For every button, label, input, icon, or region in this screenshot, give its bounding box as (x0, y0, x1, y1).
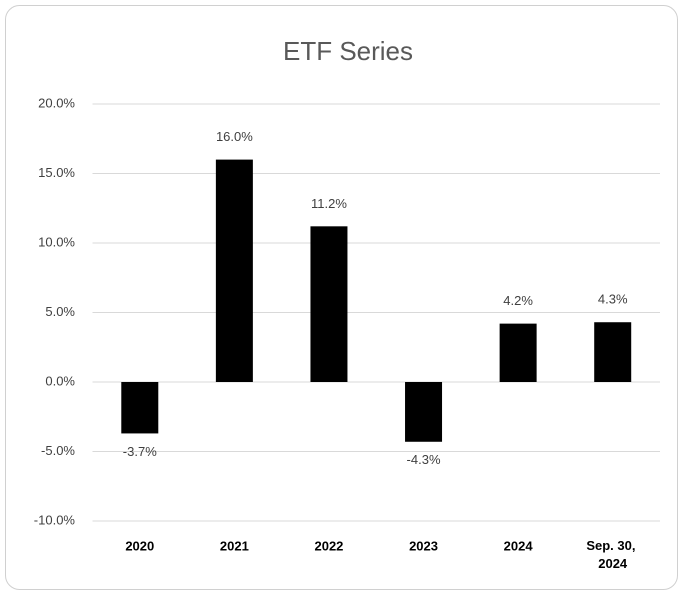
y-tick-label: 5.0% (45, 304, 75, 319)
y-tick-label: -10.0% (34, 512, 76, 527)
data-label: -3.7% (123, 444, 157, 459)
data-label: 16.0% (216, 129, 253, 144)
bar (215, 159, 253, 382)
y-tick-label: -5.0% (41, 443, 75, 458)
y-tick-label: 15.0% (38, 165, 75, 180)
x-tick-label: 2024 (504, 538, 534, 553)
y-tick-label: 0.0% (45, 373, 75, 388)
data-label: 11.2% (311, 196, 347, 211)
x-tick-label: Sep. 30, 2024 (586, 538, 639, 571)
bar (594, 322, 632, 382)
bar (121, 382, 159, 434)
data-label: 4.2% (503, 293, 533, 308)
y-tick-label: 20.0% (38, 95, 75, 110)
data-label: -4.3% (407, 452, 441, 467)
x-tick-label: 2023 (409, 538, 438, 553)
data-label: 4.3% (598, 292, 628, 307)
x-tick-label: 2020 (125, 538, 154, 553)
bar (405, 382, 443, 442)
x-tick-label: 2022 (314, 538, 343, 553)
bar (310, 226, 348, 382)
chart-title: ETF Series (283, 36, 413, 66)
y-tick-label: 10.0% (38, 234, 75, 249)
x-tick-label: 2021 (220, 538, 249, 553)
bar (499, 323, 537, 382)
